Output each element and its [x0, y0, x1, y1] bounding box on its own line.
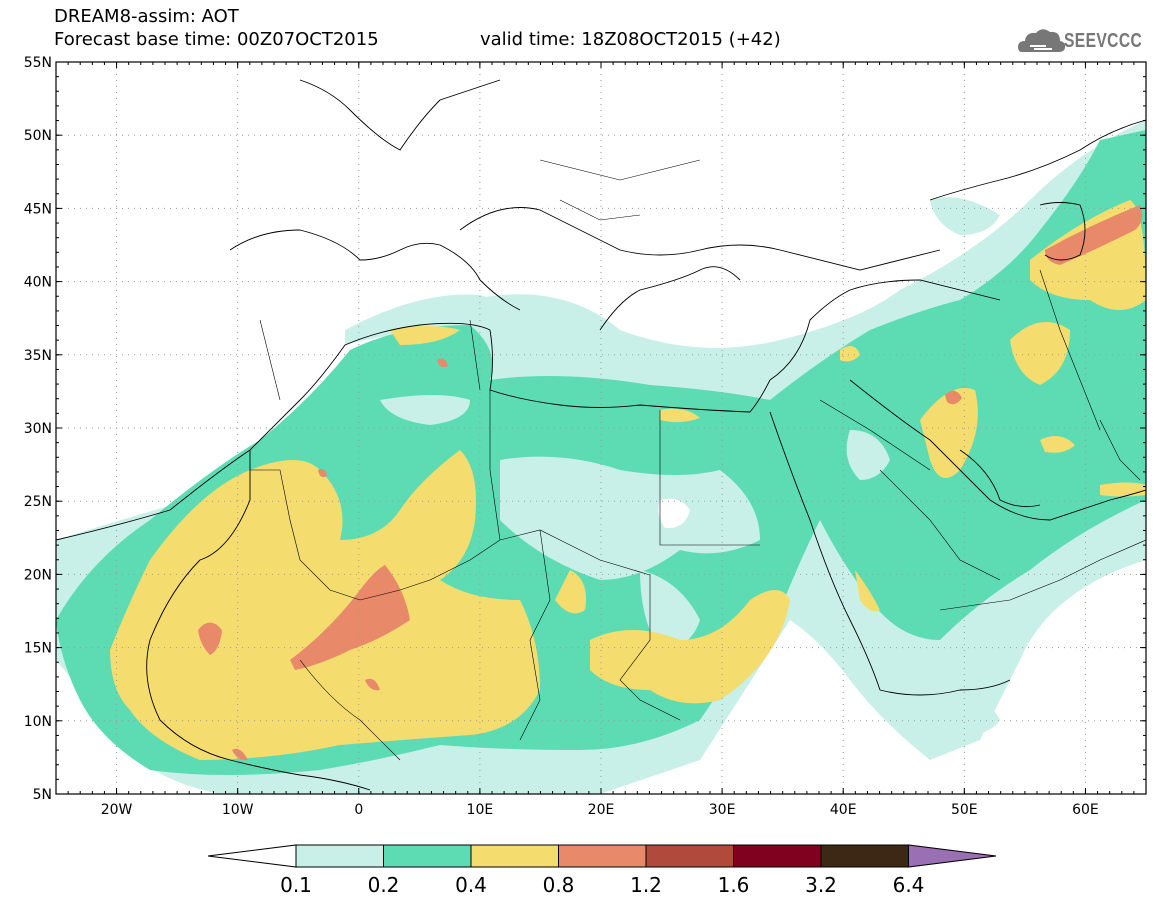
colorbar-swatch	[295, 844, 384, 868]
colorbar-swatch	[820, 844, 909, 868]
lat-label: 55N	[24, 55, 52, 71]
colorbar: 0.1 0.2 0.4 0.8 1.2 1.6 3.2 6.4	[207, 844, 997, 897]
aot-band-0.8	[290, 565, 410, 670]
colorbar-label: 0.2	[368, 873, 400, 897]
colorbar-swatch	[383, 844, 472, 868]
lat-labels: 55N 50N 45N 40N 35N 30N 25N 20N 15N 10N 5N	[24, 55, 52, 803]
country-borders	[250, 159, 1146, 761]
lon-label: 50E	[951, 802, 978, 818]
cloud-logo-icon	[1018, 29, 1066, 52]
map-title: DREAM8-assim: AOT	[54, 6, 239, 27]
graticule	[56, 62, 1146, 794]
colorbar-label: 1.6	[718, 873, 750, 897]
colorbar-under-triangle	[207, 844, 297, 868]
lat-label: 40N	[24, 275, 52, 291]
logo-text: SEEVCCC	[1064, 30, 1143, 52]
colorbar-label: 0.1	[280, 873, 312, 897]
colorbar-swatch	[645, 844, 734, 868]
valid-time: valid time: 18Z08OCT2015 (+42)	[480, 29, 781, 50]
lon-label: 10E	[467, 802, 494, 818]
colorbar-label: 1.2	[630, 873, 662, 897]
lon-label: 30E	[709, 802, 736, 818]
lat-label: 10N	[24, 714, 52, 730]
colorbar-label: 0.4	[455, 873, 487, 897]
lon-label: 20W	[101, 802, 133, 818]
lat-label: 35N	[24, 348, 52, 364]
colorbar-label: 6.4	[893, 873, 925, 897]
forecast-base-time: Forecast base time: 00Z07OCT2015	[54, 29, 379, 50]
lon-label: 60E	[1072, 802, 1099, 818]
coastlines	[56, 79, 1146, 791]
axis-ticks	[55, 61, 1147, 795]
lon-label: 0	[354, 802, 363, 818]
aot-band-0.4	[110, 450, 540, 760]
lon-label: 40E	[830, 802, 857, 818]
colorbar-swatch	[733, 844, 822, 868]
lat-label: 20N	[24, 567, 52, 583]
lat-label: 30N	[24, 421, 52, 437]
colorbar-label: 3.2	[805, 873, 837, 897]
colorbar-over-triangle	[908, 844, 997, 868]
colorbar-label: 0.8	[543, 873, 575, 897]
colorbar-swatch	[558, 844, 647, 868]
lat-label: 50N	[24, 128, 52, 144]
lon-label: 20E	[588, 802, 615, 818]
lat-label: 5N	[33, 787, 52, 803]
lon-label: 10W	[222, 802, 254, 818]
aot-field	[56, 120, 1146, 794]
colorbar-swatch	[470, 844, 559, 868]
lat-label: 15N	[24, 641, 52, 657]
lat-label: 25N	[24, 494, 52, 510]
lon-labels: 20W 10W 0 10E 20E 30E 40E 50E 60E	[101, 802, 1099, 818]
lat-label: 45N	[24, 201, 52, 217]
